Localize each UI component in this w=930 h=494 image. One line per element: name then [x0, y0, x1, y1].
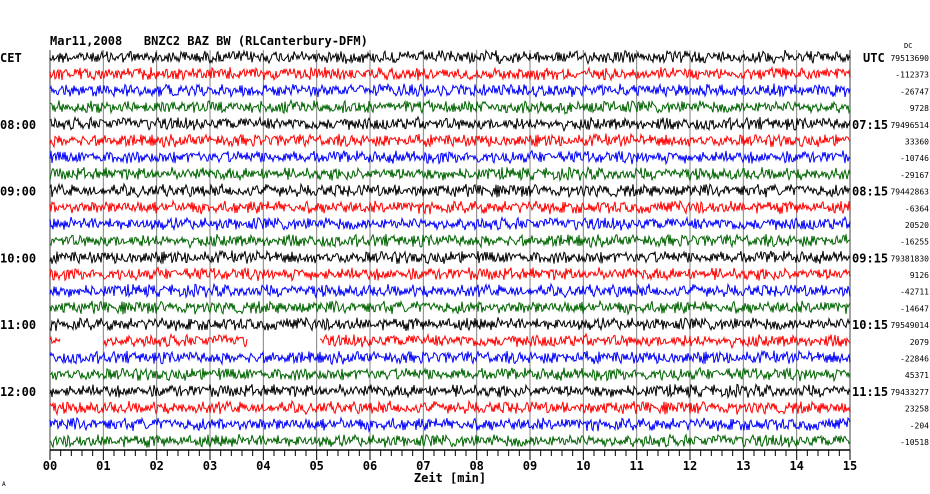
- right-hour-label: 09:15: [852, 251, 888, 265]
- x-tick-label: 08: [469, 459, 483, 473]
- dc-offset-label: 33360: [905, 137, 929, 146]
- seismic-trace: [49, 433, 851, 449]
- dc-offset-label: 79513690: [890, 54, 929, 63]
- seismic-trace: [49, 199, 851, 215]
- right-hour-label: 11:15: [852, 385, 888, 399]
- dc-offset-label: 79496514: [890, 121, 929, 130]
- dc-offset-label: -26747: [900, 87, 929, 96]
- left-hour-label: 12:00: [0, 385, 36, 399]
- chart-title: Mar11,2008 BNZC2 BAZ BW (RLCanterbury-DF…: [50, 34, 368, 48]
- dc-offset-label: 79381830: [890, 254, 929, 263]
- seismic-trace: [49, 316, 851, 332]
- seismic-trace: [49, 182, 851, 199]
- x-tick-label: 13: [736, 459, 750, 473]
- left-hour-label: 10:00: [0, 251, 36, 265]
- dc-offset-label: -29167: [900, 171, 929, 180]
- left-hour-label: 11:00: [0, 318, 36, 332]
- right-hour-label: 07:15: [852, 118, 888, 132]
- x-tick-label: 15: [843, 459, 857, 473]
- seismic-trace: [49, 149, 851, 166]
- seismic-trace: [49, 399, 851, 417]
- seismic-trace: [49, 49, 851, 66]
- left-hour-label: 09:00: [0, 185, 36, 199]
- dc-offset-label: 9126: [910, 271, 929, 280]
- dc-offset-label: -112373: [895, 71, 929, 80]
- right-hour-label: 10:15: [852, 318, 888, 332]
- seismic-trace: [49, 215, 851, 232]
- x-tick-label: 04: [256, 459, 270, 473]
- seismic-trace: [49, 98, 851, 115]
- left-hour-label: 08:00: [0, 118, 36, 132]
- x-tick-label: 07: [416, 459, 430, 473]
- dc-offset-label: 2079: [910, 338, 929, 347]
- dc-offset-label: -6364: [905, 204, 929, 213]
- x-tick-label: 06: [363, 459, 377, 473]
- dc-offset-label: -10518: [900, 438, 929, 447]
- row-labels: 79513690 -112373 -26747 9728 08:00 07:15 79496…: [0, 54, 929, 447]
- x-tick-label: 09: [523, 459, 537, 473]
- dc-offset-label: -22846: [900, 355, 929, 364]
- dc-offset-label: -10746: [900, 154, 929, 163]
- x-tick-label: 03: [203, 459, 217, 473]
- x-tick-label: 11: [629, 459, 643, 473]
- dc-label: DC: [904, 42, 912, 50]
- x-tick-label: 02: [149, 459, 163, 473]
- seismic-trace: [49, 249, 851, 265]
- x-tick-label: 10: [576, 459, 590, 473]
- dc-offset-label: 79433277: [890, 388, 929, 397]
- seismic-trace: [49, 366, 851, 383]
- seismic-trace: [49, 165, 851, 183]
- left-timezone-label: CET: [0, 51, 22, 65]
- dc-offset-label: -16255: [900, 238, 929, 247]
- seismic-trace: [49, 282, 851, 300]
- x-tick-label: 05: [309, 459, 323, 473]
- seismic-trace: [49, 115, 851, 133]
- seismic-trace: [49, 382, 851, 400]
- traces: [49, 49, 851, 449]
- dc-offset-label: 9728: [910, 104, 929, 113]
- seismic-trace: [49, 266, 851, 283]
- seismic-trace: [49, 65, 851, 82]
- right-hour-label: 08:15: [852, 185, 888, 199]
- x-tick-label: 14: [789, 459, 803, 473]
- dc-offset-label: 23258: [905, 405, 929, 414]
- grid: [49, 50, 851, 450]
- seismic-trace: [49, 82, 851, 99]
- dc-offset-label: -204: [910, 421, 929, 430]
- right-timezone-label: UTC: [863, 51, 885, 65]
- dc-offset-label: 45371: [905, 371, 929, 380]
- dc-offset-label: -42711: [900, 288, 929, 297]
- seismic-trace: [49, 233, 851, 250]
- seismic-trace: [49, 332, 851, 350]
- x-axis: 00 01 02 03 04 05 06 07 08 09 10 11 12 13 14 15: [43, 449, 857, 473]
- x-tick-label: 01: [96, 459, 110, 473]
- x-tick-label: 00: [43, 459, 57, 473]
- seismic-trace: [49, 349, 851, 366]
- dc-offset-label: 20520: [905, 221, 929, 230]
- corner-mark: A: [2, 481, 6, 488]
- dc-offset-label: 79442863: [890, 188, 929, 197]
- x-axis-label: Zeit [min]: [414, 471, 486, 485]
- seismic-trace: [49, 299, 851, 317]
- dc-offset-label: 79549014: [890, 321, 929, 330]
- seismic-trace: [49, 416, 851, 433]
- seismic-trace: [49, 132, 851, 149]
- x-tick-label: 12: [683, 459, 697, 473]
- dc-offset-label: -14647: [900, 304, 929, 313]
